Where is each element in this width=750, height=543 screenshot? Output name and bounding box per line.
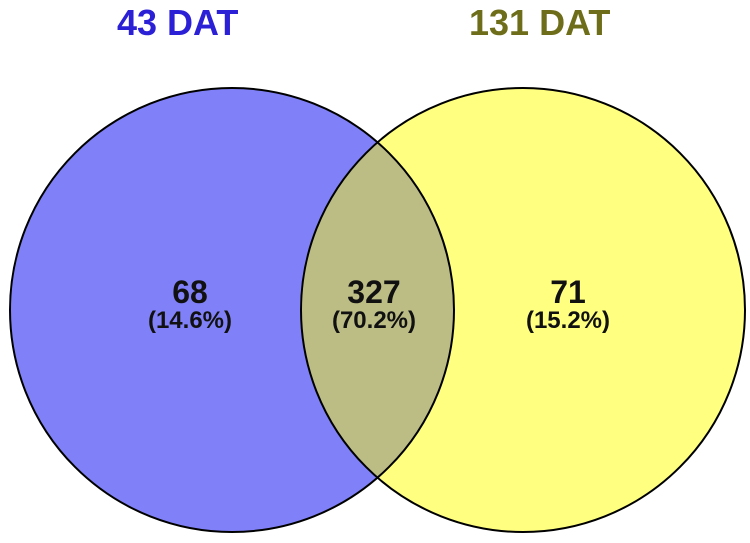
- right-only-count: 71: [550, 274, 586, 310]
- region-left-only-label: 68 (14.6%): [120, 276, 260, 333]
- left-only-percent: (14.6%): [147, 307, 233, 334]
- overlap-count: 327: [347, 274, 401, 310]
- region-right-only-label: 71 (15.2%): [498, 276, 638, 333]
- set-outline-131-dat: [300, 87, 746, 533]
- overlap-percent: (70.2%): [331, 307, 417, 334]
- set-title-43-dat: 43 DAT: [117, 2, 239, 43]
- set-title-131-dat: 131 DAT: [469, 2, 611, 43]
- right-only-percent: (15.2%): [525, 307, 611, 334]
- region-overlap-label: 327 (70.2%): [304, 276, 444, 333]
- left-only-count: 68: [172, 274, 208, 310]
- set-outline-43-dat: [9, 87, 455, 533]
- overlap-region: [301, 88, 454, 532]
